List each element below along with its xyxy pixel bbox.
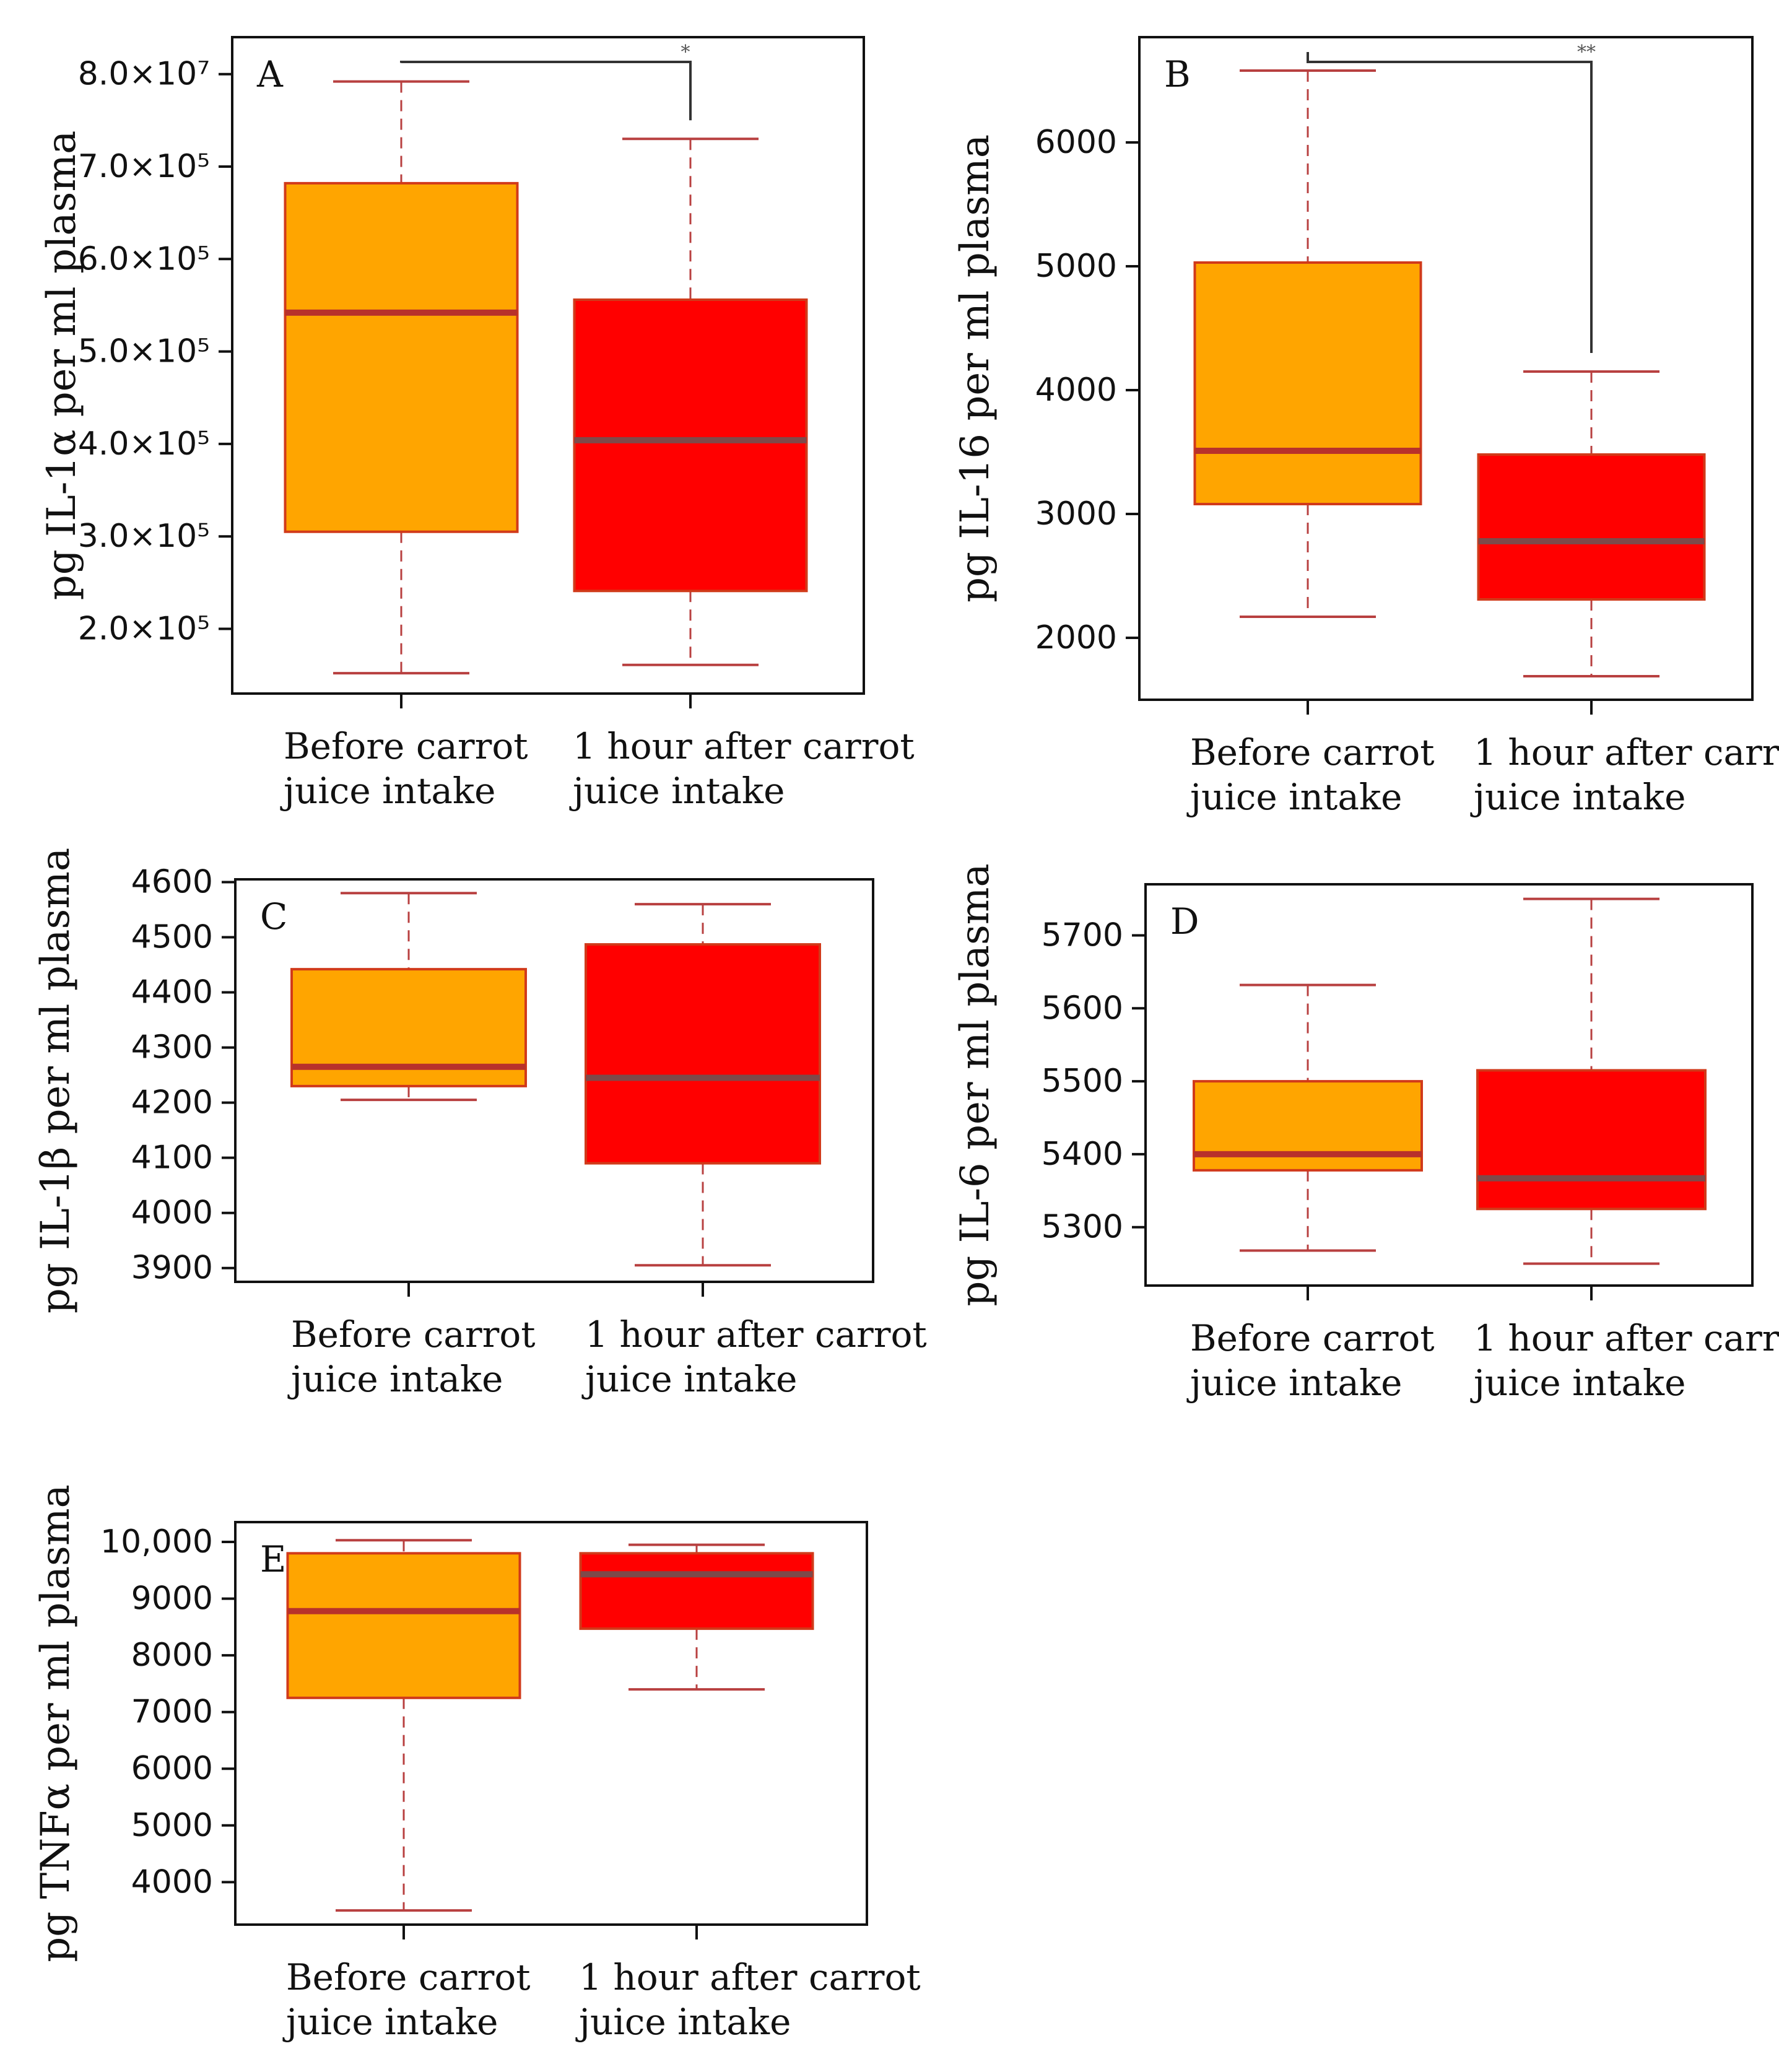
panel-b: Bpg IL-16 per ml plasma 2000 3000 4000 5000 6…	[952, 36, 1779, 818]
panel-letter: B	[1164, 53, 1191, 95]
y-tick-label: 8000	[131, 1637, 213, 1674]
iqr-box	[585, 943, 821, 1165]
x-category-label: juice intake	[1470, 776, 1685, 818]
x-category-label: juice intake	[1186, 776, 1402, 818]
significance-marker: **	[1577, 41, 1596, 63]
plot-frame	[231, 36, 865, 695]
plot-frame	[1138, 36, 1754, 701]
y-tick-label: 4000	[1035, 372, 1117, 409]
plot-frame	[234, 1521, 868, 1926]
box-before	[286, 1539, 521, 1912]
y-tick-label: 5000	[131, 1807, 213, 1844]
x-category-label: Before carrot	[286, 1956, 531, 1998]
box-after	[1476, 897, 1707, 1265]
y-tick-label: 7000	[131, 1694, 213, 1731]
x-category-label: juice intake	[575, 2001, 791, 2043]
panel-c: Cpg IL-1β per ml plasma 3900 4000 4100 4200 4…	[33, 848, 927, 1400]
x-category-label: juice intake	[280, 770, 495, 812]
x-category-label: 1 hour after carrot	[1474, 731, 1779, 773]
y-tick-label: 5300	[1042, 1209, 1123, 1246]
y-tick-label: 6000	[131, 1750, 213, 1787]
x-category-label: Before carrot	[284, 725, 528, 767]
y-tick-label: 5000	[1035, 248, 1117, 285]
iqr-box	[573, 298, 808, 593]
y-tick-label: 4300	[131, 1029, 213, 1066]
x-category-label: juice intake	[287, 1358, 503, 1400]
y-tick-label: 4000	[131, 1195, 213, 1232]
y-tick-label: 9000	[131, 1580, 213, 1617]
iqr-box	[1476, 1069, 1707, 1211]
box-before	[284, 80, 519, 675]
y-tick-label: 4100	[131, 1139, 213, 1177]
panel-a: Apg IL-1α per ml plasma 2.0×10⁵ 3.0×10⁵ 4.0…	[39, 36, 915, 812]
y-axis-label: pg IL-1α per ml plasma	[39, 131, 85, 601]
significance-bracket	[400, 61, 692, 121]
y-tick-label: 6.0×10⁵	[78, 240, 210, 277]
x-category-label: juice intake	[569, 770, 785, 812]
y-tick-label: 5.0×10⁵	[78, 333, 210, 370]
iqr-box	[286, 1552, 521, 1699]
y-tick-label: 5400	[1042, 1136, 1123, 1173]
y-axis-label: pg IL-1β per ml plasma	[33, 848, 79, 1313]
y-tick-label: 2.0×10⁵	[78, 610, 210, 647]
y-tick-label: 5500	[1042, 1063, 1123, 1100]
significance-bracket	[1307, 52, 1593, 353]
iqr-box	[284, 181, 519, 533]
y-tick-label: 4500	[131, 918, 213, 955]
x-category-label: 1 hour after carrot	[579, 1956, 921, 1998]
plot-frame	[234, 878, 874, 1283]
box-before	[1193, 983, 1423, 1252]
x-category-label: 1 hour after carrot	[1474, 1317, 1779, 1359]
y-tick-label: 7.0×10⁵	[78, 148, 210, 185]
box-after	[573, 137, 808, 666]
y-tick-label: 2000	[1035, 619, 1117, 656]
x-category-label: juice intake	[1470, 1362, 1685, 1404]
panel-letter: E	[260, 1538, 286, 1580]
y-tick-label: 3000	[1035, 495, 1117, 533]
box-before	[1193, 69, 1422, 618]
panel-letter: C	[260, 895, 287, 938]
y-tick-label: 4400	[131, 974, 213, 1011]
y-tick-label: 4.0×10⁵	[78, 425, 210, 463]
box-after	[579, 1543, 814, 1691]
box-after	[1477, 370, 1706, 677]
x-category-label: Before carrot	[1190, 731, 1435, 773]
y-tick-label: 10,000	[100, 1523, 213, 1561]
y-tick-label: 4000	[131, 1863, 213, 1900]
y-tick-label: 3900	[131, 1250, 213, 1287]
x-category-label: 1 hour after carrot	[573, 725, 915, 767]
y-tick-label: 5700	[1042, 916, 1123, 954]
y-tick-label: 4600	[131, 863, 213, 900]
x-category-label: juice intake	[581, 1358, 797, 1400]
y-axis-label: pg IL-6 per ml plasma	[952, 863, 998, 1306]
y-axis-label: pg TNFα per ml plasma	[33, 1484, 79, 1962]
y-tick-label: 5600	[1042, 990, 1123, 1027]
y-tick-label: 8.0×10⁷	[78, 56, 210, 93]
panel-letter: A	[256, 53, 284, 95]
x-category-label: Before carrot	[291, 1313, 536, 1356]
plot-frame	[1144, 883, 1754, 1287]
y-axis-label: pg IL-16 per ml plasma	[952, 134, 998, 603]
panel-letter: D	[1170, 900, 1199, 942]
x-category-label: Before carrot	[1190, 1317, 1435, 1359]
x-category-label: juice intake	[282, 2001, 498, 2043]
significance-marker: *	[681, 41, 690, 63]
iqr-box	[1193, 261, 1422, 505]
y-tick-label: 4200	[131, 1084, 213, 1121]
iqr-box	[1477, 453, 1706, 601]
box-after	[585, 903, 821, 1267]
panel-d: Dpg IL-6 per ml plasma 5300 5400 5500 5600 57…	[952, 863, 1779, 1404]
y-tick-label: 3.0×10⁵	[78, 518, 210, 555]
iqr-box	[579, 1552, 814, 1630]
panel-e: Epg TNFα per ml plasma 4000 5000 6000 7000 80…	[33, 1484, 921, 2043]
x-category-label: juice intake	[1186, 1362, 1402, 1404]
y-tick-label: 6000	[1035, 124, 1117, 161]
box-before	[290, 892, 527, 1102]
x-category-label: 1 hour after carrot	[585, 1313, 927, 1356]
